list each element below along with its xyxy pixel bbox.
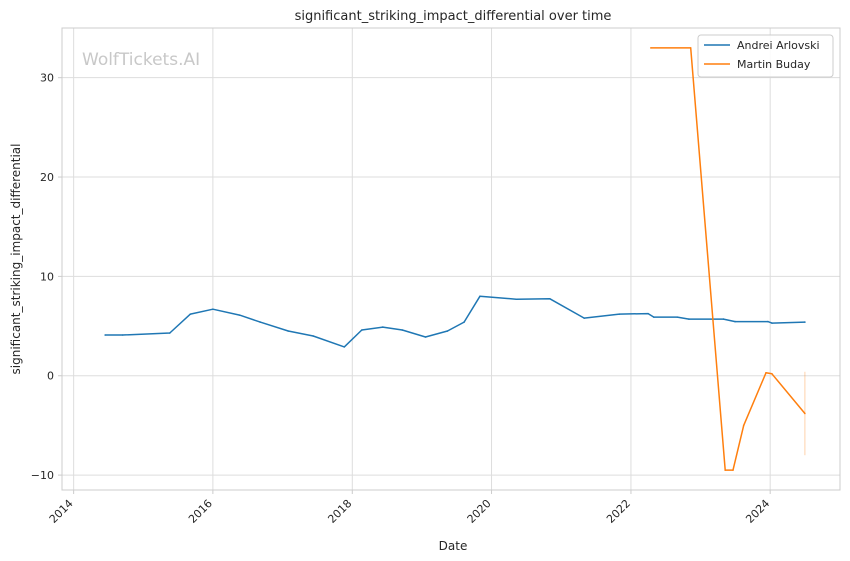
data-point-andrei-arlovski <box>343 346 346 348</box>
data-point-andrei-arlovski <box>653 316 655 318</box>
data-point-martin-buday <box>689 47 692 49</box>
y-tick-labels: −10 0 10 20 30 <box>31 72 62 482</box>
x-axis-label: Date <box>439 539 468 553</box>
legend-box <box>697 34 834 78</box>
data-point-andrei-arlovski <box>767 320 769 323</box>
data-point-andrei-arlovski <box>424 336 427 338</box>
data-point-andrei-arlovski <box>618 313 621 315</box>
legend-label-andrei-arlovski: Andrei Arlovski <box>737 39 820 52</box>
data-point-andrei-arlovski <box>382 326 384 328</box>
data-point-andrei-arlovski <box>212 308 214 310</box>
y-axis-label: significant_striking_impact_differential <box>9 144 23 375</box>
data-point-martin-buday <box>732 469 734 471</box>
data-point-andrei-arlovski <box>168 332 171 334</box>
y-tick-label: 10 <box>40 270 54 283</box>
data-point-martin-buday <box>742 424 745 427</box>
plot-area <box>62 28 840 490</box>
plot-frame <box>61 27 841 491</box>
data-point-andrei-arlovski <box>121 334 124 336</box>
data-point-andrei-arlovski <box>734 320 736 323</box>
data-point-andrei-arlovski <box>583 317 586 319</box>
legend: Andrei Arlovski Martin Buday <box>697 34 834 78</box>
chart-title: significant_striking_impact_differential… <box>295 9 612 24</box>
data-point-martin-buday <box>649 47 652 49</box>
data-point-andrei-arlovski <box>287 330 290 332</box>
y-tick-label: −10 <box>31 469 54 482</box>
y-tick-label: 0 <box>47 370 54 383</box>
data-point-andrei-arlovski <box>722 318 725 320</box>
data-point-andrei-arlovski <box>189 313 192 315</box>
data-point-andrei-arlovski <box>104 334 106 336</box>
data-point-andrei-arlovski <box>479 295 481 298</box>
data-point-andrei-arlovski <box>259 321 261 323</box>
data-point-andrei-arlovski <box>238 314 241 316</box>
data-point-andrei-arlovski <box>688 318 690 320</box>
data-point-martin-buday <box>765 371 767 374</box>
y-tick-label: 30 <box>40 72 54 85</box>
y-tick-label: 20 <box>40 171 54 184</box>
series-line-martin-buday <box>650 47 806 471</box>
data-point-andrei-arlovski <box>401 329 404 331</box>
watermark: WolfTickets.AI <box>82 50 200 70</box>
data-point-martin-buday <box>724 469 726 471</box>
grid-lines <box>62 28 840 490</box>
data-point-andrei-arlovski <box>804 321 806 323</box>
data-point-andrei-arlovski <box>676 316 679 318</box>
series-layer <box>104 47 806 471</box>
data-point-andrei-arlovski <box>771 322 773 324</box>
data-point-andrei-arlovski <box>446 330 449 332</box>
data-point-martin-buday <box>804 412 806 415</box>
data-point-andrei-arlovski <box>312 335 314 337</box>
data-point-andrei-arlovski <box>548 297 551 300</box>
data-point-andrei-arlovski <box>463 321 465 323</box>
data-point-martin-buday <box>771 372 773 375</box>
data-point-andrei-arlovski <box>647 312 649 315</box>
series-line-andrei-arlovski <box>105 295 805 348</box>
data-point-andrei-arlovski <box>361 329 363 331</box>
legend-label-martin-buday: Martin Buday <box>737 58 811 71</box>
data-point-andrei-arlovski <box>515 298 518 301</box>
